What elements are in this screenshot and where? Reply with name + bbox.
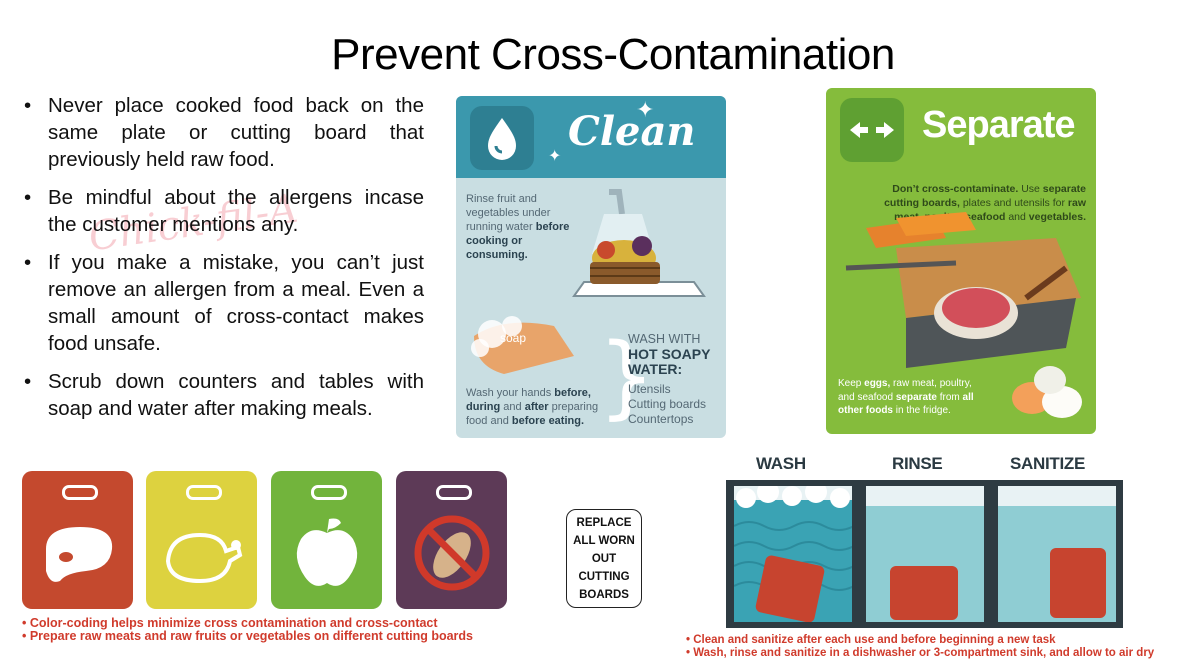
hands-soap-illustration <box>464 296 579 378</box>
color-coded-boards <box>22 471 507 611</box>
replace-boards-callout: REPLACE ALL WORN OUT CUTTING BOARDS <box>566 509 642 608</box>
cutting-boards-illustration <box>826 208 1096 378</box>
sparkle-icon: ✦ <box>548 146 562 165</box>
wash-compartment <box>734 486 852 622</box>
apple-icon <box>296 518 358 586</box>
page-title: Prevent Cross-Contamination <box>331 30 895 79</box>
handle-hole <box>62 485 98 500</box>
three-compartment-sink <box>726 480 1123 628</box>
rinse-compartment <box>866 486 984 622</box>
hands-text: Wash your hands before, during and after… <box>466 387 599 427</box>
board-meat <box>22 471 133 609</box>
board-poultry <box>146 471 257 609</box>
suds <box>736 486 850 508</box>
boards-notes: • Color-coding helps minimize cross cont… <box>22 616 474 643</box>
sparkle-icon: ✦ <box>636 98 655 123</box>
sink-notes: • Clean and sanitize after each use and … <box>686 634 1155 659</box>
meat-icon <box>46 527 113 582</box>
bullet-item: Scrub down counters and tables with soap… <box>22 368 424 422</box>
bullet-list: Never place cooked food back on the same… <box>22 92 424 433</box>
fridge-text: Keep eggs, raw meat, poultry, and seafoo… <box>838 378 974 416</box>
handle-hole <box>311 485 347 500</box>
arrows-icon <box>840 98 904 162</box>
faucet-basket-illustration <box>564 184 714 304</box>
cutting-board-rinse <box>890 566 958 620</box>
curly-brace: } <box>598 324 656 429</box>
board-allergen <box>396 471 507 609</box>
soap-label: soap <box>500 331 527 345</box>
rinse-text: Rinse fruit and vegetables under running… <box>466 193 570 261</box>
water-drop-icon <box>470 106 534 170</box>
clean-infographic: Clean ✦ ✦ Rinse fruit and vegetables und… <box>456 96 726 438</box>
separate-text: Don’t cross-contaminate. Use separate cu… <box>884 183 1086 223</box>
separate-heading: Separate <box>922 104 1076 146</box>
no-peanut-icon <box>414 515 490 591</box>
wave-lines <box>734 521 852 591</box>
bullet-item: If you make a mistake, you can’t just re… <box>22 249 424 357</box>
rinse-label: RINSE <box>892 454 943 473</box>
handle-hole <box>436 485 472 500</box>
bullet-item: Be mindful about the allergens incase th… <box>22 184 424 238</box>
eggs-illustration <box>1002 358 1092 424</box>
clean-heading: Clean <box>568 108 696 155</box>
poultry-icon <box>165 532 243 584</box>
separate-infographic: Separate Don’t cross-contaminate. Use se… <box>826 88 1096 434</box>
sanitize-label: SANITIZE <box>1010 454 1086 473</box>
cutting-board-sanitize <box>1050 548 1106 618</box>
wash-label: WASH <box>756 454 806 473</box>
bullet-item: Never place cooked food back on the same… <box>22 92 424 173</box>
wash-heading: WASH WITH HOT SOAPY WATER: <box>628 332 711 377</box>
wash-items: Utensils Cutting boards Countertops <box>628 382 707 426</box>
board-produce <box>271 471 382 609</box>
cutting-board-wash <box>754 554 826 622</box>
sanitize-compartment <box>998 486 1116 622</box>
handle-hole <box>186 485 222 500</box>
